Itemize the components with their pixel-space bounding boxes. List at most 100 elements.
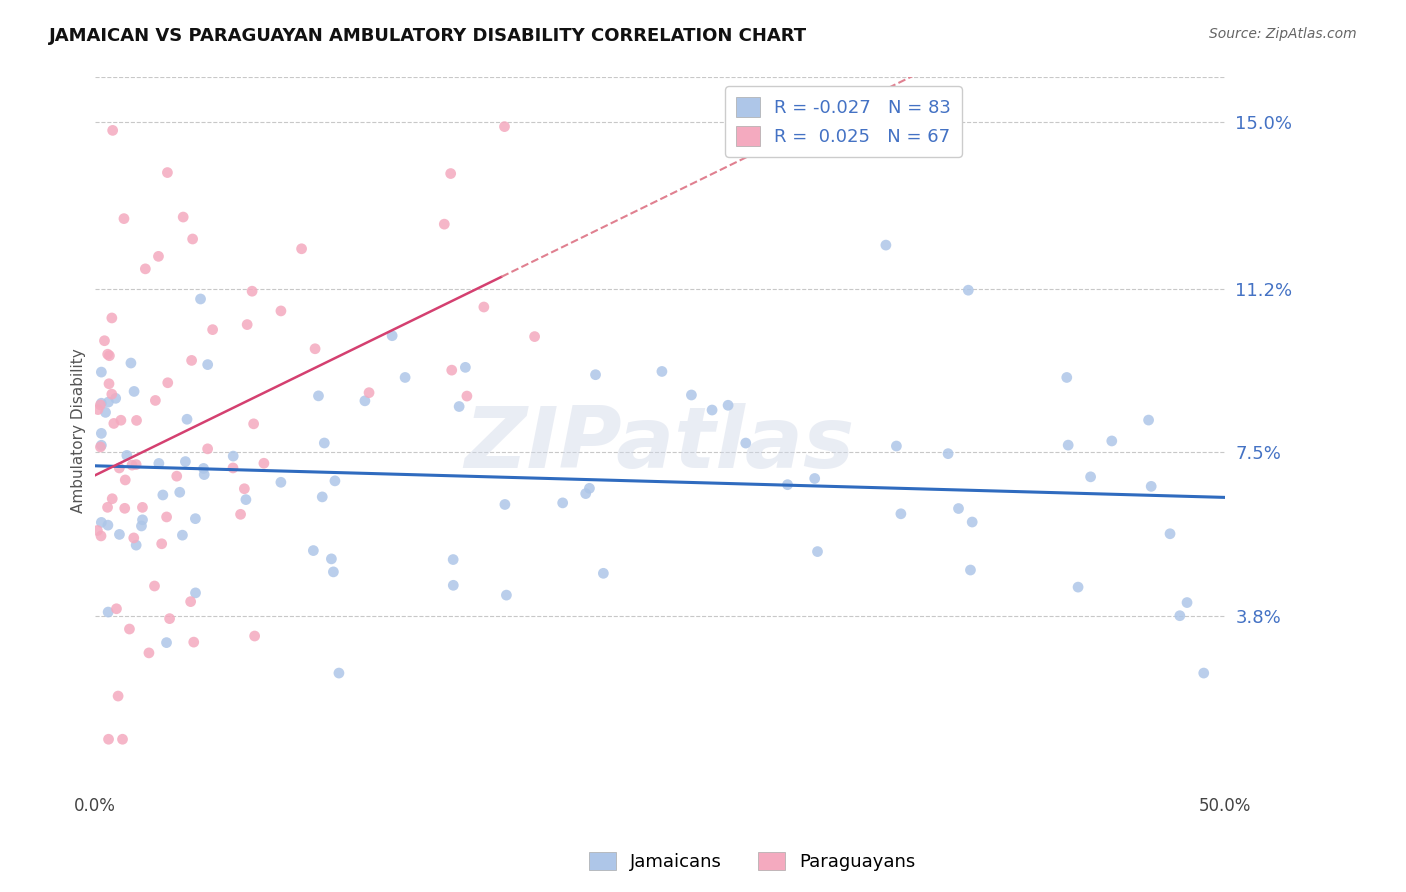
Point bbox=[155, 635, 177, 649]
Point bbox=[112, 211, 135, 226]
Point bbox=[183, 635, 205, 649]
Point bbox=[166, 469, 188, 483]
Point bbox=[1067, 580, 1090, 594]
Point bbox=[155, 510, 177, 524]
Point bbox=[145, 393, 167, 408]
Point bbox=[107, 689, 129, 703]
Point bbox=[86, 524, 108, 538]
Point bbox=[180, 353, 202, 368]
Point bbox=[495, 588, 517, 602]
Point bbox=[93, 334, 115, 348]
Point bbox=[454, 360, 477, 375]
Point bbox=[131, 519, 153, 533]
Point bbox=[314, 436, 336, 450]
Point bbox=[97, 347, 120, 361]
Point bbox=[104, 392, 127, 406]
Point bbox=[156, 376, 179, 390]
Point bbox=[101, 123, 124, 137]
Point bbox=[441, 552, 464, 566]
Point bbox=[90, 516, 112, 530]
Point bbox=[328, 666, 350, 681]
Point bbox=[959, 563, 981, 577]
Point bbox=[172, 528, 194, 542]
Point bbox=[101, 310, 124, 325]
Point bbox=[494, 498, 516, 512]
Y-axis label: Ambulatory Disability: Ambulatory Disability bbox=[72, 348, 86, 513]
Point bbox=[311, 490, 333, 504]
Point bbox=[87, 402, 110, 417]
Point bbox=[1137, 413, 1160, 427]
Point bbox=[118, 622, 141, 636]
Point bbox=[108, 461, 131, 475]
Point bbox=[150, 537, 173, 551]
Point bbox=[90, 529, 112, 543]
Point bbox=[1159, 526, 1181, 541]
Point bbox=[184, 511, 207, 525]
Point bbox=[803, 471, 825, 485]
Point bbox=[143, 579, 166, 593]
Point bbox=[159, 612, 181, 626]
Point bbox=[948, 501, 970, 516]
Point bbox=[156, 165, 179, 179]
Point bbox=[302, 543, 325, 558]
Point bbox=[90, 426, 112, 441]
Point bbox=[681, 388, 703, 402]
Point bbox=[148, 249, 170, 263]
Point bbox=[960, 515, 983, 529]
Point bbox=[222, 461, 245, 475]
Point bbox=[96, 500, 118, 515]
Point bbox=[222, 449, 245, 463]
Point bbox=[440, 363, 463, 377]
Point bbox=[592, 566, 614, 581]
Point bbox=[578, 481, 600, 495]
Point bbox=[108, 527, 131, 541]
Point bbox=[1101, 434, 1123, 448]
Point bbox=[181, 232, 204, 246]
Point bbox=[551, 496, 574, 510]
Point bbox=[304, 342, 326, 356]
Point bbox=[193, 467, 215, 482]
Point bbox=[97, 518, 120, 533]
Point bbox=[290, 242, 312, 256]
Point bbox=[776, 477, 799, 491]
Point bbox=[169, 485, 191, 500]
Point bbox=[717, 398, 740, 412]
Point bbox=[394, 370, 416, 384]
Point bbox=[235, 492, 257, 507]
Point bbox=[440, 167, 463, 181]
Point bbox=[242, 417, 264, 431]
Point bbox=[94, 405, 117, 419]
Point bbox=[125, 458, 148, 472]
Point bbox=[176, 412, 198, 426]
Point bbox=[806, 544, 828, 558]
Point bbox=[253, 456, 276, 470]
Point bbox=[1168, 608, 1191, 623]
Point bbox=[734, 436, 756, 450]
Point bbox=[449, 400, 471, 414]
Point bbox=[114, 501, 136, 516]
Point bbox=[105, 601, 128, 615]
Point bbox=[97, 732, 120, 747]
Point bbox=[97, 395, 120, 409]
Point bbox=[433, 217, 456, 231]
Point bbox=[193, 461, 215, 475]
Point bbox=[957, 283, 980, 297]
Point bbox=[89, 398, 111, 412]
Point bbox=[121, 458, 143, 472]
Point bbox=[322, 565, 344, 579]
Point bbox=[523, 329, 546, 343]
Point bbox=[321, 552, 343, 566]
Point bbox=[233, 482, 256, 496]
Point bbox=[585, 368, 607, 382]
Text: JAMAICAN VS PARAGUAYAN AMBULATORY DISABILITY CORRELATION CHART: JAMAICAN VS PARAGUAYAN AMBULATORY DISABI… bbox=[49, 27, 807, 45]
Point bbox=[357, 385, 380, 400]
Point bbox=[243, 629, 266, 643]
Point bbox=[1057, 438, 1080, 452]
Text: Source: ZipAtlas.com: Source: ZipAtlas.com bbox=[1209, 27, 1357, 41]
Point bbox=[190, 292, 212, 306]
Point bbox=[138, 646, 160, 660]
Point bbox=[125, 413, 148, 427]
Point bbox=[890, 507, 912, 521]
Point bbox=[236, 318, 259, 332]
Point bbox=[494, 120, 516, 134]
